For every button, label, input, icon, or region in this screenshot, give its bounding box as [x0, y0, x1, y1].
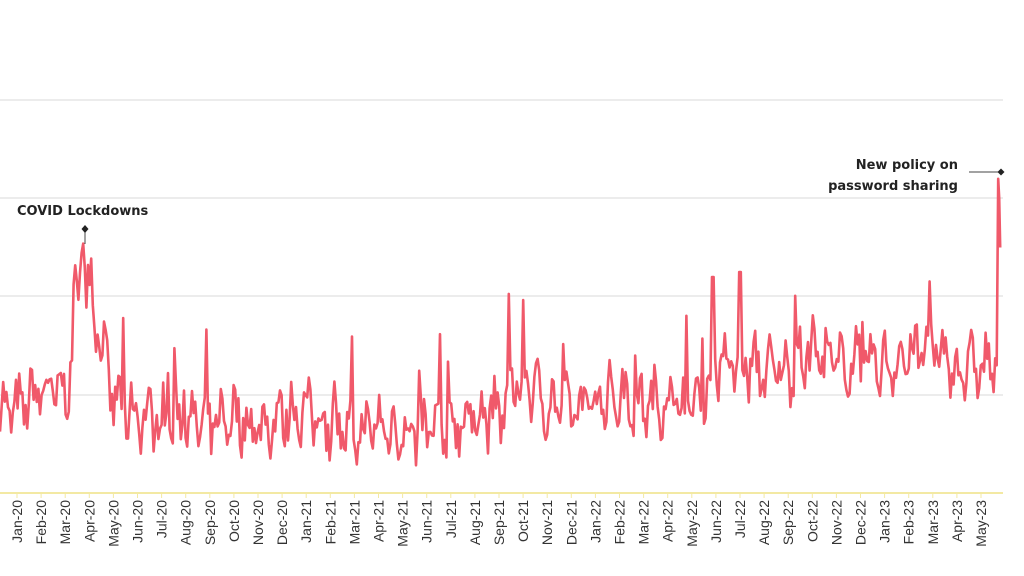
- annotation-covid-lockdowns: COVID Lockdowns: [17, 204, 149, 219]
- covid-marker-icon: [81, 225, 89, 233]
- x-tick-label: Jul-20: [154, 500, 170, 538]
- x-tick-label: Dec-20: [274, 500, 290, 545]
- data-line: [0, 177, 1002, 467]
- x-tick-label: Apr-21: [371, 500, 387, 542]
- annotation-password-policy: New policy on password sharing: [828, 155, 958, 197]
- x-tick-label: May-20: [105, 500, 121, 547]
- x-tick-label: Nov-22: [828, 500, 844, 545]
- annotation-password-line2: password sharing: [828, 179, 958, 194]
- x-tick-label: Jan-21: [298, 500, 314, 543]
- x-tick-label: May-21: [395, 500, 411, 547]
- x-tick-label: Jan-23: [877, 500, 893, 543]
- x-tick-label: Dec-22: [853, 500, 869, 545]
- x-tick-label: Aug-20: [178, 500, 194, 545]
- x-tick-label: Mar-21: [346, 500, 362, 545]
- x-tick-label: Dec-21: [563, 500, 579, 545]
- x-tick-label: Jul-21: [443, 500, 459, 538]
- x-tick-label: Apr-22: [660, 500, 676, 542]
- x-tick-label: Sep-20: [202, 500, 218, 545]
- x-tick-label: Apr-20: [81, 500, 97, 542]
- x-tick-label: Feb-23: [901, 500, 917, 545]
- x-tick-label: May-22: [684, 500, 700, 547]
- x-tick-label: Jul-22: [732, 500, 748, 538]
- x-axis-ticks: Jan-20 Feb-20 Mar-20 Apr-20 May-20 Jun-20 Jul-…: [9, 493, 989, 547]
- x-tick-label: Mar-20: [57, 500, 73, 545]
- x-tick-label: Apr-23: [949, 500, 965, 542]
- x-tick-label: Mar-23: [925, 500, 941, 545]
- x-tick-label: Feb-21: [322, 500, 338, 545]
- x-tick-label: Oct-22: [804, 500, 820, 542]
- x-tick-label: Aug-22: [756, 500, 772, 545]
- x-tick-label: Nov-20: [250, 500, 266, 545]
- x-tick-label: Jan-22: [587, 500, 603, 543]
- x-tick-label: Jun-20: [130, 500, 146, 543]
- x-tick-label: Feb-22: [612, 500, 628, 545]
- x-tick-label: Jan-20: [9, 500, 25, 543]
- x-tick-label: Sep-22: [780, 500, 796, 545]
- annotation-password-line1: New policy on: [855, 158, 958, 173]
- x-tick-label: Oct-20: [226, 500, 242, 542]
- x-tick-label: Sep-21: [491, 500, 507, 545]
- x-tick-label: Nov-21: [539, 500, 555, 545]
- x-tick-label: Jun-22: [708, 500, 724, 543]
- gridlines: [0, 99, 1003, 396]
- x-tick-label: May-23: [973, 500, 989, 547]
- annotation-markers: [81, 168, 1005, 244]
- x-tick-label: Aug-21: [467, 500, 483, 545]
- x-tick-label: Mar-22: [636, 500, 652, 545]
- x-tick-label: Feb-20: [33, 500, 49, 545]
- policy-marker-icon: [997, 168, 1005, 176]
- x-tick-label: Oct-21: [515, 500, 531, 542]
- x-tick-label: Jun-21: [419, 500, 435, 543]
